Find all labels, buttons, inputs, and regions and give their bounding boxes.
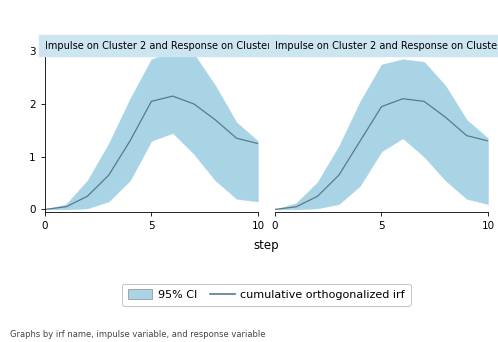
- Text: Impulse on Cluster 2 and Response on Cluster 1: Impulse on Cluster 2 and Response on Clu…: [45, 40, 280, 51]
- Text: Graphs by irf name, impulse variable, and response variable: Graphs by irf name, impulse variable, an…: [10, 330, 265, 339]
- Legend: 95% CI, cumulative orthogonalized irf: 95% CI, cumulative orthogonalized irf: [123, 284, 410, 306]
- Text: step: step: [253, 239, 279, 252]
- Text: Impulse on Cluster 2 and Response on Cluster 3: Impulse on Cluster 2 and Response on Clu…: [275, 40, 498, 51]
